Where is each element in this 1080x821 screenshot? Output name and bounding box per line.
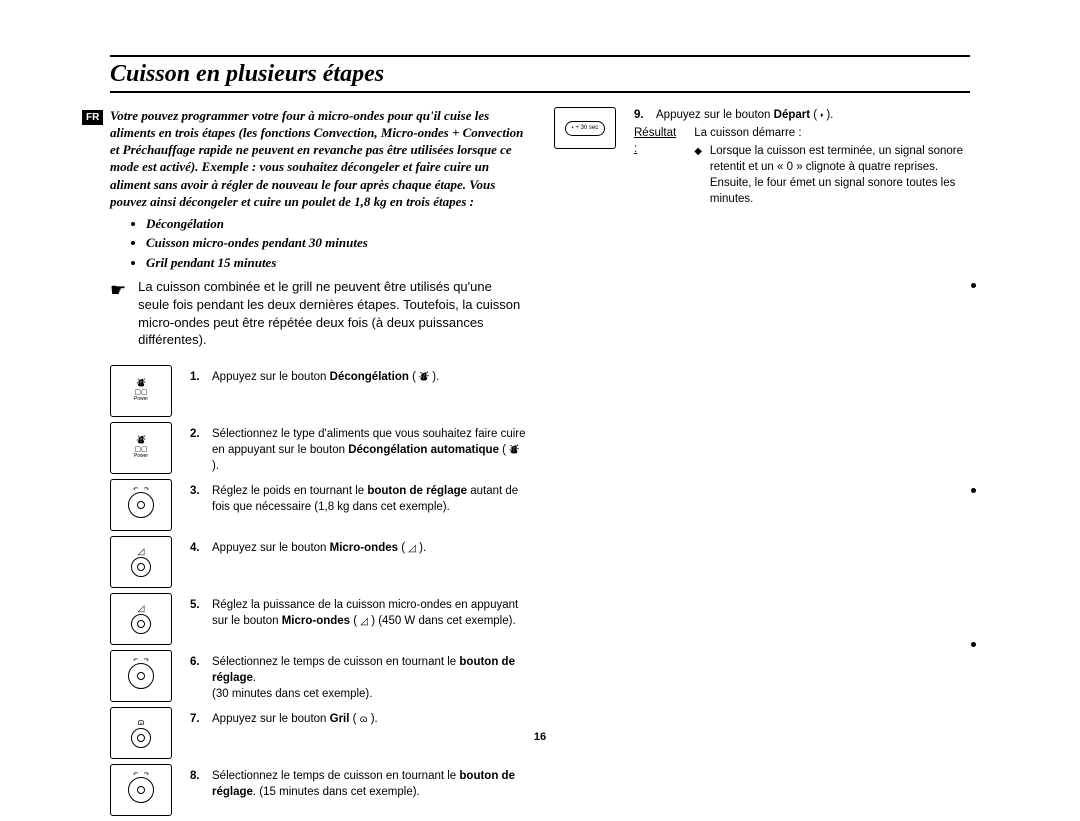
dial-arrows-icon: ↶↷: [133, 486, 149, 493]
step-row: ◿ 5. Réglez la puissance de la cuisson m…: [110, 593, 526, 645]
result-bullets: ◆ Lorsque la cuisson est terminée, un si…: [694, 143, 970, 207]
step-number: 4.: [190, 540, 204, 556]
result-lead: La cuisson démarre :: [694, 127, 801, 139]
step-9-row: ⬪ + 30 sec 9. Appuyez sur le bouton Dépa…: [554, 107, 970, 208]
microwave-glyph-icon: ◿: [138, 547, 145, 556]
step-number: 1.: [190, 369, 204, 385]
result-line: Résultat : La cuisson démarre : ◆ Lorsqu…: [634, 125, 970, 207]
control-panel-grill: ɷ: [110, 707, 172, 759]
page-title: Cuisson en plusieurs étapes: [110, 61, 970, 91]
pointing-hand-icon: ☛: [110, 278, 126, 348]
panel-power-label: Power: [134, 397, 148, 402]
intro-bullet: Décongélation: [146, 214, 526, 234]
step-text: Appuyez sur le bouton Décongélation ( ⛇ …: [212, 369, 439, 385]
step-row: ɷ 7. Appuyez sur le bouton Gril ( ɷ ).: [110, 707, 526, 759]
step-row: ↶↷ 3. Réglez le poids en tournant le bou…: [110, 479, 526, 531]
note-text: La cuisson combinée et le grill ne peuve…: [138, 278, 526, 348]
control-panel-dial: ↶↷: [110, 479, 172, 531]
intro-bullet: Gril pendant 15 minutes: [146, 253, 526, 273]
intro-bullet: Cuisson micro-ondes pendant 30 minutes: [146, 233, 526, 253]
control-panel-microwave: ◿: [110, 536, 172, 588]
start-button-label: + 30 sec: [575, 125, 598, 131]
microwave-glyph-icon: ◿: [138, 604, 145, 613]
right-column: ⬪ + 30 sec 9. Appuyez sur le bouton Dépa…: [554, 107, 970, 821]
step-body: 1. Appuyez sur le bouton Décongélation (…: [190, 365, 439, 385]
step-text: Sélectionnez le type d'aliments que vous…: [212, 426, 526, 474]
note-row: ☛ La cuisson combinée et le grill ne peu…: [110, 278, 526, 348]
diamond-glyph-icon: ⬪: [572, 125, 574, 132]
step-number: 5.: [190, 597, 204, 629]
step-body: 7. Appuyez sur le bouton Gril ( ɷ ).: [190, 707, 378, 727]
control-panel-dial: ↶↷: [110, 764, 172, 816]
step-number: 3.: [190, 483, 204, 515]
step-body: 4. Appuyez sur le bouton Micro-ondes ( ◿…: [190, 536, 426, 556]
step-row: ↶↷ 8. Sélectionnez le temps de cuisson e…: [110, 764, 526, 816]
step-number: 8.: [190, 768, 204, 800]
side-bullet-icon: [971, 283, 976, 288]
steps-list: ⛇ ▢▢ Power 1. Appuyez sur le bouton Déco…: [110, 365, 526, 817]
control-panel-microwave: ◿: [110, 593, 172, 645]
step-number: 7.: [190, 711, 204, 727]
step-text: Réglez la puissance de la cuisson micro-…: [212, 597, 526, 629]
dial-small-icon: [131, 557, 151, 577]
dial-small-icon: [131, 614, 151, 634]
dial-icon: ↶↷: [128, 663, 154, 689]
step-row: ◿ 4. Appuyez sur le bouton Micro-ondes (…: [110, 536, 526, 588]
control-panel-power: ⛇ ▢▢ Power: [110, 422, 172, 474]
intro-bullets: Décongélation Cuisson micro-ondes pendan…: [110, 214, 526, 273]
left-column: FR Votre pouvez programmer votre four à …: [110, 107, 526, 821]
result-label: Résultat :: [634, 125, 676, 207]
control-panel-power: ⛇ ▢▢ Power: [110, 365, 172, 417]
lang-badge: FR: [82, 110, 103, 125]
defrost-glyph-icon: ⛇: [136, 379, 145, 388]
grill-glyph-icon: ɷ: [137, 718, 144, 727]
step-body: 6. Sélectionnez le temps de cuisson en t…: [190, 650, 526, 702]
step-body: 3. Réglez le poids en tournant le bouton…: [190, 479, 526, 515]
step-number: 9.: [634, 107, 648, 123]
result-item-text: Lorsque la cuisson est terminée, un sign…: [710, 143, 970, 207]
side-bullet-icon: [971, 642, 976, 647]
step-text: Sélectionnez le temps de cuisson en tour…: [212, 768, 526, 800]
result-bullet: ◆ Lorsque la cuisson est terminée, un si…: [694, 143, 970, 207]
control-panel-dial: ↶↷: [110, 650, 172, 702]
step-number: 2.: [190, 426, 204, 474]
dial-icon: ↶↷: [128, 777, 154, 803]
title-underline-container: Cuisson en plusieurs étapes: [110, 61, 970, 93]
step-body: 2. Sélectionnez le type d'aliments que v…: [190, 422, 526, 474]
result-content: La cuisson démarre : ◆ Lorsque la cuisso…: [694, 125, 970, 207]
defrost-glyph-icon: ⛇: [136, 436, 145, 445]
dial-arrows-icon: ↶↷: [133, 771, 149, 778]
content-columns: FR Votre pouvez programmer votre four à …: [110, 107, 970, 821]
step-row: ⛇ ▢▢ Power 2. Sélectionnez le type d'ali…: [110, 422, 526, 474]
page-number: 16: [534, 731, 546, 743]
step-text: Sélectionnez le temps de cuisson en tour…: [212, 654, 526, 702]
control-panel-start: ⬪ + 30 sec: [554, 107, 616, 149]
box-glyph-icon: ▢▢: [134, 446, 147, 453]
top-rule: [110, 55, 970, 57]
side-bullet-icon: [971, 488, 976, 493]
step-row: ⛇ ▢▢ Power 1. Appuyez sur le bouton Déco…: [110, 365, 526, 417]
step-text: Réglez le poids en tournant le bouton de…: [212, 483, 526, 515]
step-number: 6.: [190, 654, 204, 702]
step-9-body: 9. Appuyez sur le bouton Départ ( ⬪ ). R…: [634, 107, 970, 208]
box-glyph-icon: ▢▢: [134, 389, 147, 396]
step-body: 8. Sélectionnez le temps de cuisson en t…: [190, 764, 526, 800]
step-text: Appuyez sur le bouton Micro-ondes ( ◿ ).: [212, 540, 426, 556]
start-30sec-button-graphic: ⬪ + 30 sec: [565, 121, 606, 136]
step-row: ↶↷ 6. Sélectionnez le temps de cuisson e…: [110, 650, 526, 702]
step-text: Appuyez sur le bouton Gril ( ɷ ).: [212, 711, 378, 727]
dial-arrows-icon: ↶↷: [133, 657, 149, 664]
dial-small-icon: [131, 728, 151, 748]
step-body: 5. Réglez la puissance de la cuisson mic…: [190, 593, 526, 629]
dial-icon: ↶↷: [128, 492, 154, 518]
panel-power-label: Power: [134, 454, 148, 459]
diamond-bullet-icon: ◆: [694, 143, 702, 207]
step-text: Appuyez sur le bouton Départ ( ⬪ ).: [656, 107, 833, 123]
intro-paragraph: Votre pouvez programmer votre four à mic…: [110, 107, 526, 210]
